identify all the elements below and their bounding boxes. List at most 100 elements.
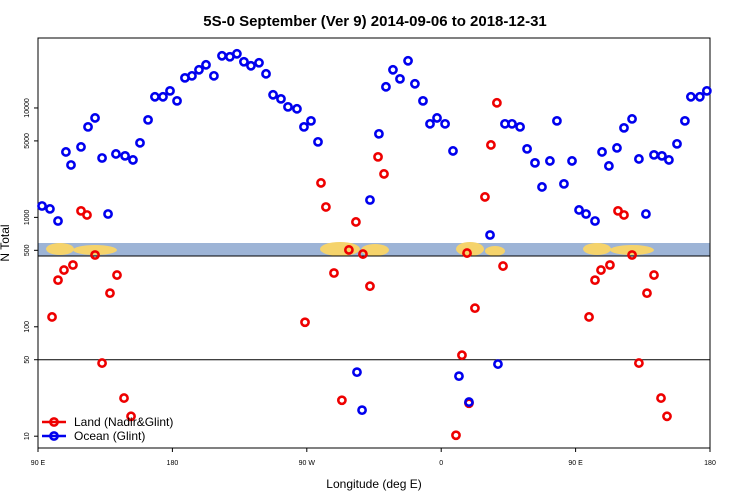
point: [672, 138, 682, 149]
point: [440, 118, 450, 129]
point: [201, 59, 211, 70]
legend-label: Land (Nadir&Glint): [74, 415, 173, 429]
point: [150, 91, 160, 102]
point: [522, 143, 532, 154]
point: [641, 209, 651, 219]
point: [694, 91, 705, 102]
point: [313, 136, 323, 147]
point: [45, 204, 55, 214]
point: [418, 95, 428, 106]
point: [545, 156, 555, 166]
point: [300, 317, 310, 328]
point: [410, 78, 420, 89]
x-tick-label: 0: [439, 460, 443, 467]
point: [103, 209, 113, 219]
point: [217, 50, 227, 61]
point: [574, 205, 584, 215]
point: [283, 101, 293, 112]
point: [498, 261, 508, 271]
point: [165, 85, 175, 96]
point: [61, 147, 71, 157]
point: [158, 91, 168, 102]
point: [316, 178, 326, 188]
y-tick-label: 100: [24, 321, 31, 333]
point: [209, 70, 219, 81]
point: [53, 275, 63, 286]
point: [239, 56, 249, 67]
point: [329, 268, 339, 278]
point: [37, 201, 47, 211]
point: [612, 143, 622, 153]
x-axis-label: Longitude (deg E): [326, 477, 421, 491]
point: [470, 303, 480, 314]
point: [656, 393, 666, 403]
point: [604, 161, 614, 171]
point: [584, 312, 594, 322]
point: [66, 160, 76, 170]
point: [268, 89, 278, 100]
point: [90, 250, 100, 260]
point: [344, 245, 354, 255]
point: [634, 358, 644, 368]
map-strip: [38, 242, 710, 257]
legend-marker: [49, 417, 59, 427]
point: [493, 359, 503, 369]
point: [507, 118, 517, 129]
point: [597, 147, 607, 157]
point: [246, 60, 256, 71]
y-tick-label: 10: [24, 432, 31, 440]
point: [105, 288, 115, 299]
point: [590, 275, 600, 286]
point: [374, 128, 384, 139]
point: [276, 93, 286, 104]
point: [492, 97, 502, 108]
point: [254, 57, 264, 68]
point: [627, 114, 637, 124]
point: [425, 118, 435, 129]
y-axis-label: N Total: [0, 224, 12, 261]
point: [135, 137, 145, 148]
point: [119, 393, 129, 403]
point: [172, 95, 182, 106]
point: [373, 151, 383, 162]
point: [365, 195, 375, 205]
x-tick-label: 90 E: [31, 460, 46, 467]
point: [321, 202, 331, 212]
point: [464, 397, 474, 407]
y-tick-label: 1000: [24, 209, 31, 225]
x-tick-label: 180: [167, 460, 179, 467]
point: [680, 115, 690, 126]
x-tick-label: 90 E: [568, 460, 583, 467]
point: [97, 153, 107, 163]
point: [261, 68, 271, 79]
point: [462, 248, 472, 258]
point: [53, 216, 63, 226]
point: [530, 157, 540, 168]
point: [336, 395, 347, 406]
point: [381, 81, 391, 92]
point: [480, 192, 490, 202]
point: [128, 155, 138, 165]
point: [352, 367, 362, 378]
point: [358, 249, 368, 259]
point: [581, 209, 591, 219]
point: [596, 265, 606, 275]
y-tick-label: 500: [24, 244, 31, 256]
point: [351, 217, 361, 227]
point: [634, 154, 644, 164]
point: [451, 430, 461, 441]
point: [485, 230, 495, 240]
point: [143, 114, 153, 125]
point: [76, 142, 86, 152]
point: [68, 260, 78, 270]
point: [357, 405, 367, 416]
x-tick-label: 90 W: [299, 460, 316, 467]
point: [486, 140, 496, 150]
point: [662, 411, 672, 422]
point: [82, 210, 92, 220]
point: [567, 156, 577, 166]
point: [306, 115, 316, 126]
point: [642, 288, 652, 299]
point: [664, 155, 674, 165]
